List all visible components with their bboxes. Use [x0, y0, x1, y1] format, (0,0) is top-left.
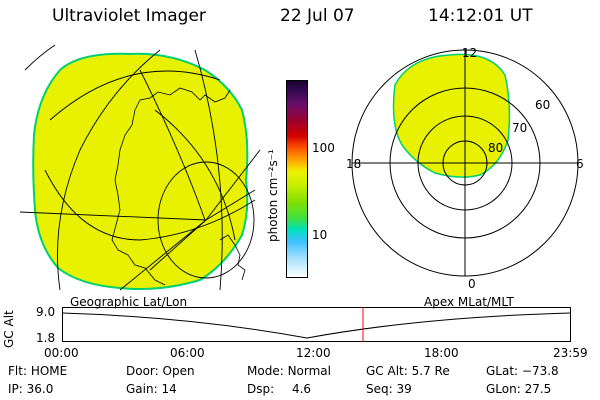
- dsp-value: 4.6: [291, 382, 312, 396]
- gc-alt-field: GC Alt: 5.7 Re: [366, 364, 450, 378]
- flt-value: HOME: [30, 364, 68, 378]
- aurora-image-geo: [32, 52, 249, 290]
- colorbar: [286, 80, 308, 278]
- date-label: 22 Jul 07: [280, 6, 355, 26]
- seq-field: Seq: 39: [366, 382, 412, 396]
- time-tick-1200: 12:00: [296, 346, 331, 360]
- gain-label: Gain:: [126, 382, 158, 396]
- door-value: Open: [162, 364, 195, 378]
- glon-value: 27.5: [524, 382, 552, 396]
- geographic-map: [20, 44, 261, 291]
- time-tick-0600: 06:00: [170, 346, 205, 360]
- gain-value: 14: [161, 382, 177, 396]
- glat-field: GLat: −73.8: [486, 364, 559, 378]
- lat-label-70: 70: [512, 121, 527, 135]
- ip-field: IP: 36.0: [8, 382, 53, 396]
- gc-alt-value: 5.7 Re: [411, 364, 450, 378]
- glat-value: −73.8: [521, 364, 559, 378]
- geographic-projection-label: Geographic Lat/Lon: [70, 295, 188, 309]
- timeline-axis-label: GC Alt: [2, 310, 16, 348]
- ip-value: 36.0: [26, 382, 54, 396]
- flt-field: Flt: HOME: [8, 364, 67, 378]
- timeline-ytick-top: 9.0: [36, 305, 56, 319]
- colorbar-tick-10: 10: [312, 228, 328, 242]
- instrument-title: Ultraviolet Imager: [52, 6, 206, 26]
- gain-field: Gain: 14: [126, 382, 177, 396]
- polar-map: 12 18 6 0 60 70 80: [346, 46, 584, 291]
- dsp-label: Dsp:: [247, 382, 275, 396]
- timeline-ytick-bottom: 1.8: [36, 331, 56, 345]
- apex-projection-label: Apex MLat/MLT: [424, 295, 514, 309]
- mlt-label-0: 0: [468, 277, 476, 291]
- mode-value: Normal: [287, 364, 331, 378]
- colorbar-tick-100: 100: [312, 141, 335, 155]
- gc-alt-label: GC Alt:: [366, 364, 408, 378]
- mlt-label-6: 6: [576, 157, 584, 171]
- lat-label-80: 80: [488, 141, 503, 155]
- time-tick-1800: 18:00: [424, 346, 459, 360]
- door-field: Door: Open: [126, 364, 195, 378]
- mlt-label-12: 12: [462, 46, 477, 60]
- colorbar-gradient: [287, 81, 307, 277]
- altitude-curve: [62, 312, 572, 339]
- timeline-plot: [62, 307, 572, 342]
- door-label: Door:: [126, 364, 159, 378]
- time-label: 14:12:01 UT: [428, 6, 533, 26]
- seq-value: 39: [396, 382, 412, 396]
- flt-label: Flt:: [8, 364, 27, 378]
- aurora-image-polar: [392, 53, 511, 178]
- lat-label-60: 60: [535, 98, 550, 112]
- glat-label: GLat:: [486, 364, 519, 378]
- timeline-frame: [62, 307, 571, 342]
- seq-label: Seq:: [366, 382, 393, 396]
- mode-label: Mode:: [247, 364, 284, 378]
- time-tick-2359: 23:59: [553, 346, 588, 360]
- mode-field: Mode: Normal: [247, 364, 331, 378]
- glon-field: GLon: 27.5: [486, 382, 551, 396]
- glon-label: GLon:: [486, 382, 521, 396]
- ip-label: IP:: [8, 382, 23, 396]
- dsp-field: Dsp: 4.6: [247, 382, 311, 396]
- coastline: [111, 87, 246, 286]
- mlt-label-18: 18: [346, 157, 361, 171]
- time-tick-0000: 00:00: [44, 346, 79, 360]
- colorbar-unit-label: photon cm⁻²s⁻¹: [266, 149, 280, 242]
